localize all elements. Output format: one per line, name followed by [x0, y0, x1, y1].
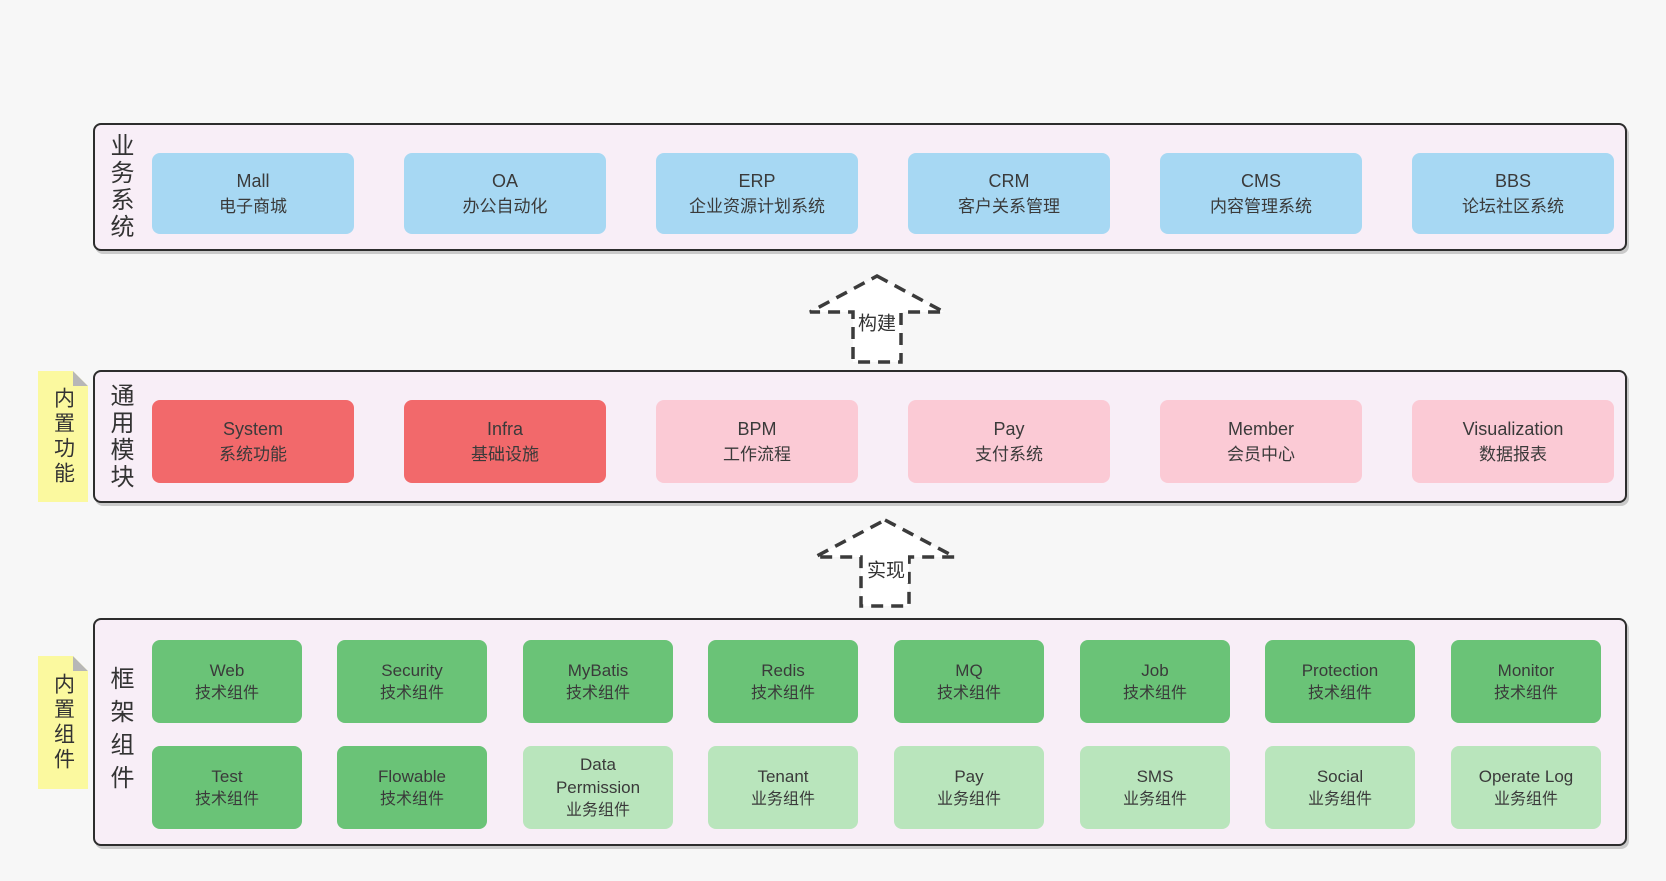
- box-subtitle: 技术组件: [194, 684, 259, 702]
- box-pay-business: Pay 业务组件: [894, 746, 1044, 829]
- box-mq: MQ 技术组件: [894, 640, 1044, 723]
- sticky-note-built-in-components: 内置组件: [38, 656, 88, 789]
- box-mall: Mall 电子商城: [152, 153, 354, 234]
- box-sms: SMS 业务组件: [1080, 746, 1230, 829]
- box-visualization: Visualization 数据报表: [1412, 400, 1614, 483]
- box-subtitle: 数据报表: [1479, 444, 1547, 464]
- band-business-systems-label: 业务系统: [106, 133, 133, 241]
- box-subtitle: 业务组件: [565, 802, 630, 819]
- folded-corner-icon: [73, 656, 88, 671]
- box-social: Social 业务组件: [1265, 746, 1415, 829]
- box-title: Infra: [486, 418, 524, 439]
- box-subtitle: 技术组件: [1122, 684, 1187, 702]
- box-bbs: BBS 论坛社区系统: [1412, 153, 1614, 234]
- box-subtitle: 内容管理系统: [1210, 196, 1312, 216]
- box-title: System: [222, 418, 283, 439]
- band-business-systems: 业务系统 Mall 电子商城 OA 办公自动化 ERP 企业资源计划系统 CRM…: [93, 123, 1627, 251]
- box-subtitle: 业务组件: [1307, 790, 1372, 808]
- box-title: OA: [491, 170, 518, 191]
- box-subtitle: 基础设施: [471, 444, 539, 464]
- box-title: ERP: [738, 170, 776, 191]
- box-title: Pay: [954, 766, 984, 786]
- box-title: CMS: [1241, 170, 1281, 191]
- box-subtitle: 业务组件: [1493, 790, 1558, 808]
- box-subtitle: 业务组件: [750, 790, 815, 808]
- box-subtitle: 技术组件: [565, 684, 630, 702]
- box-system: System 系统功能: [152, 400, 354, 483]
- box-operate-log: Operate Log 业务组件: [1451, 746, 1601, 829]
- box-cms: CMS 内容管理系统: [1160, 153, 1362, 234]
- box-tenant: Tenant 业务组件: [708, 746, 858, 829]
- box-title: MyBatis: [567, 660, 629, 680]
- box-subtitle: 技术组件: [1307, 684, 1372, 702]
- box-infra: Infra 基础设施: [404, 400, 606, 483]
- box-security: Security 技术组件: [337, 640, 487, 723]
- box-test: Test 技术组件: [152, 746, 302, 829]
- box-subtitle: 业务组件: [1122, 790, 1187, 808]
- box-title: Operate Log: [1478, 766, 1574, 786]
- box-title: SMS: [1136, 766, 1174, 786]
- band-common-modules-label: 通用模块: [106, 382, 133, 491]
- box-subtitle: 办公自动化: [462, 196, 548, 216]
- box-title: Member: [1227, 418, 1294, 439]
- box-protection: Protection 技术组件: [1265, 640, 1415, 723]
- box-subtitle: 系统功能: [219, 444, 287, 464]
- box-title: Visualization: [1462, 418, 1564, 439]
- box-flowable: Flowable 技术组件: [337, 746, 487, 829]
- box-title: Protection: [1301, 660, 1379, 680]
- box-erp: ERP 企业资源计划系统: [656, 153, 858, 234]
- box-redis: Redis 技术组件: [708, 640, 858, 723]
- arrow-build-label: 构建: [854, 307, 900, 337]
- box-subtitle: 技术组件: [379, 684, 444, 702]
- box-job: Job 技术组件: [1080, 640, 1230, 723]
- box-subtitle: 技术组件: [194, 790, 259, 808]
- arrow-implement-label: 实现: [863, 554, 909, 584]
- box-subtitle: 论坛社区系统: [1462, 196, 1564, 216]
- box-oa: OA 办公自动化: [404, 153, 606, 234]
- box-mybatis: MyBatis 技术组件: [523, 640, 673, 723]
- box-title: Monitor: [1497, 660, 1555, 680]
- sticky-note-text: 内置功能: [51, 386, 75, 487]
- folded-corner-icon: [73, 371, 88, 386]
- box-member: Member 会员中心: [1160, 400, 1362, 483]
- box-monitor: Monitor 技术组件: [1451, 640, 1601, 723]
- box-subtitle: 电子商城: [219, 196, 287, 216]
- box-subtitle: 业务组件: [936, 790, 1001, 808]
- box-title: CRM: [988, 170, 1030, 191]
- box-subtitle: 技术组件: [379, 790, 444, 808]
- box-title: Social: [1316, 766, 1364, 786]
- box-title: Web: [209, 660, 245, 680]
- box-subtitle: 工作流程: [723, 444, 791, 464]
- band-framework-components: 框架组件 Web 技术组件 Security 技术组件 MyBatis 技术组件…: [93, 618, 1627, 846]
- box-title: Job: [1141, 660, 1169, 680]
- box-title: Mall: [236, 170, 270, 191]
- box-title: BBS: [1494, 170, 1532, 191]
- box-title: Data Permission: [555, 755, 641, 797]
- box-title: BPM: [737, 418, 777, 439]
- box-subtitle: 企业资源计划系统: [689, 196, 825, 216]
- band-framework-components-label: 框架组件: [106, 666, 133, 798]
- box-subtitle: 会员中心: [1227, 444, 1295, 464]
- sticky-note-built-in-features: 内置功能: [38, 371, 88, 502]
- box-title: Tenant: [757, 766, 809, 786]
- box-subtitle: 技术组件: [1493, 684, 1558, 702]
- band-common-modules: 通用模块 System 系统功能 Infra 基础设施 BPM 工作流程 Pay…: [93, 370, 1627, 503]
- box-subtitle: 技术组件: [936, 684, 1001, 702]
- box-title: MQ: [955, 660, 983, 680]
- box-title: Pay: [993, 418, 1025, 439]
- box-title: Flowable: [377, 766, 447, 786]
- box-bpm: BPM 工作流程: [656, 400, 858, 483]
- box-data-permission: Data Permission 业务组件: [523, 746, 673, 829]
- box-web: Web 技术组件: [152, 640, 302, 723]
- box-title: Test: [211, 766, 243, 786]
- box-title: Security: [381, 660, 443, 680]
- box-crm: CRM 客户关系管理: [908, 153, 1110, 234]
- box-subtitle: 客户关系管理: [958, 196, 1060, 216]
- box-pay: Pay 支付系统: [908, 400, 1110, 483]
- box-title: Redis: [761, 660, 805, 680]
- box-subtitle: 技术组件: [750, 684, 815, 702]
- sticky-note-text: 内置组件: [51, 672, 75, 773]
- box-subtitle: 支付系统: [975, 444, 1043, 464]
